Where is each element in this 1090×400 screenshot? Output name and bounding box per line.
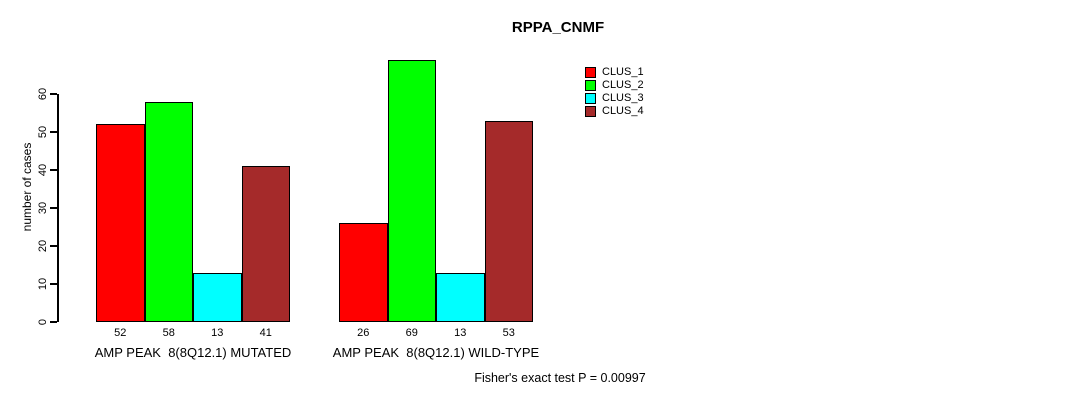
bar-value-label: 26 bbox=[357, 327, 370, 339]
legend-swatch-icon bbox=[585, 105, 596, 117]
legend-label: CLUS_1 bbox=[602, 66, 644, 78]
y-tick-label: 60 bbox=[37, 87, 49, 101]
y-tick-mark bbox=[50, 169, 57, 171]
fisher-test-annotation: Fisher's exact test P = 0.00997 bbox=[474, 371, 646, 385]
bar-clus_4-group2 bbox=[484, 120, 533, 322]
y-tick-label: 30 bbox=[37, 201, 49, 215]
bar-value-label: 13 bbox=[454, 327, 467, 339]
bar-value-label: 13 bbox=[211, 327, 224, 339]
legend-item-clus_1: CLUS_1 bbox=[585, 66, 644, 78]
bar-value-label: 58 bbox=[162, 327, 175, 339]
y-tick-mark bbox=[50, 93, 57, 95]
bar-clus_4-group1 bbox=[241, 166, 290, 322]
legend-swatch-icon bbox=[585, 79, 596, 91]
y-tick-mark bbox=[50, 283, 57, 285]
y-tick-label: 0 bbox=[37, 318, 49, 326]
x-group-label: AMP PEAK 8(8Q12.1) WILD-TYPE bbox=[332, 345, 540, 360]
legend-item-clus_3: CLUS_3 bbox=[585, 92, 644, 104]
y-tick-label: 40 bbox=[37, 163, 49, 177]
legend-label: CLUS_2 bbox=[602, 79, 644, 91]
bar-clus_1-group2 bbox=[339, 223, 388, 322]
bar-clus_2-group2 bbox=[387, 59, 436, 322]
legend-label: CLUS_3 bbox=[602, 92, 644, 104]
y-axis-label: number of cases bbox=[20, 142, 34, 232]
legend-swatch-icon bbox=[585, 92, 596, 104]
bar-value-label: 52 bbox=[114, 327, 127, 339]
legend-item-clus_2: CLUS_2 bbox=[585, 79, 644, 91]
y-tick-label: 20 bbox=[37, 239, 49, 253]
legend: CLUS_1 CLUS_2 CLUS_3 CLUS_4 bbox=[585, 66, 644, 117]
y-axis-line bbox=[57, 94, 59, 322]
bar-clus_3-group2 bbox=[436, 272, 485, 322]
chart-title: RPPA_CNMF bbox=[511, 19, 605, 36]
legend-label: CLUS_4 bbox=[602, 105, 644, 117]
bar-value-label: 41 bbox=[259, 327, 272, 339]
legend-item-clus_4: CLUS_4 bbox=[585, 105, 644, 117]
bar-clus_2-group1 bbox=[144, 101, 193, 322]
y-tick-mark bbox=[50, 245, 57, 247]
y-tick-label: 50 bbox=[37, 125, 49, 139]
x-group-label: AMP PEAK 8(8Q12.1) MUTATED bbox=[94, 345, 292, 360]
y-tick-label: 10 bbox=[37, 277, 49, 291]
y-tick-mark bbox=[50, 207, 57, 209]
y-tick-mark bbox=[50, 131, 57, 133]
legend-swatch-icon bbox=[585, 66, 596, 78]
bar-clus_1-group1 bbox=[96, 124, 145, 322]
y-tick-mark bbox=[50, 321, 57, 323]
bar-value-label: 53 bbox=[502, 327, 515, 339]
bar-value-label: 69 bbox=[405, 327, 418, 339]
bar-clus_3-group1 bbox=[193, 272, 242, 322]
